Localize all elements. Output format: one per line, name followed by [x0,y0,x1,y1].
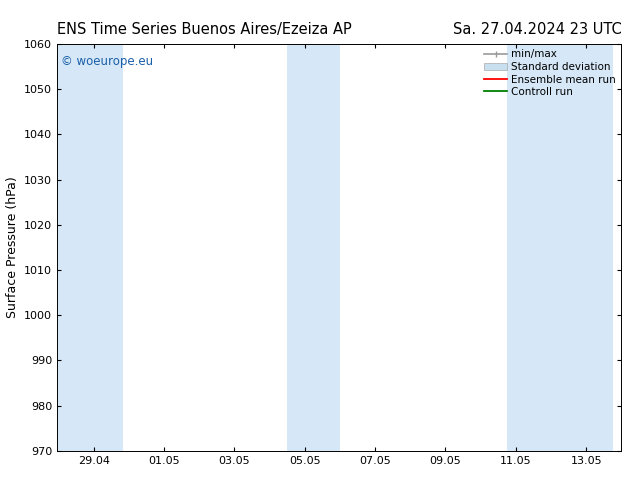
Text: © woeurope.eu: © woeurope.eu [61,55,153,69]
Bar [287,44,340,451]
Bar [507,44,612,451]
Text: ENS Time Series Buenos Aires/Ezeiza AP: ENS Time Series Buenos Aires/Ezeiza AP [57,22,352,37]
Legend: min/max, Standard deviation, Ensemble mean run, Controll run: min/max, Standard deviation, Ensemble me… [482,47,618,99]
Bar [57,44,123,451]
Y-axis label: Surface Pressure (hPa): Surface Pressure (hPa) [6,176,18,318]
Text: Sa. 27.04.2024 23 UTC: Sa. 27.04.2024 23 UTC [453,22,621,37]
